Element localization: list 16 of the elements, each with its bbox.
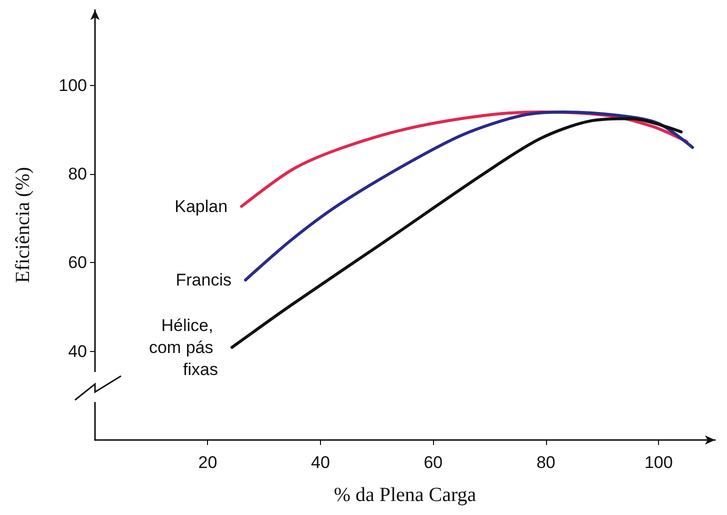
series-label: Kaplan: [174, 196, 228, 216]
y-tick-label: 100: [58, 76, 87, 95]
x-tick-label: 20: [198, 453, 218, 472]
y-axis-title: Eficiência (%): [12, 166, 34, 284]
y-tick-label: 80: [68, 164, 87, 184]
x-tick-label: 80: [536, 453, 556, 472]
series-label: Francis: [176, 270, 232, 290]
x-tick-label: 100: [644, 453, 673, 472]
x-axis-title: % da Plena Carga: [334, 484, 476, 506]
x-tick-label: 40: [310, 453, 330, 472]
y-tick-label: 60: [68, 253, 87, 272]
line-series: [230, 117, 683, 349]
x-tick-label: 60: [424, 453, 443, 472]
line-series: [244, 110, 694, 282]
y-tick-label: 40: [68, 342, 87, 361]
series-label: Hélice, com pás fixas: [148, 316, 218, 379]
